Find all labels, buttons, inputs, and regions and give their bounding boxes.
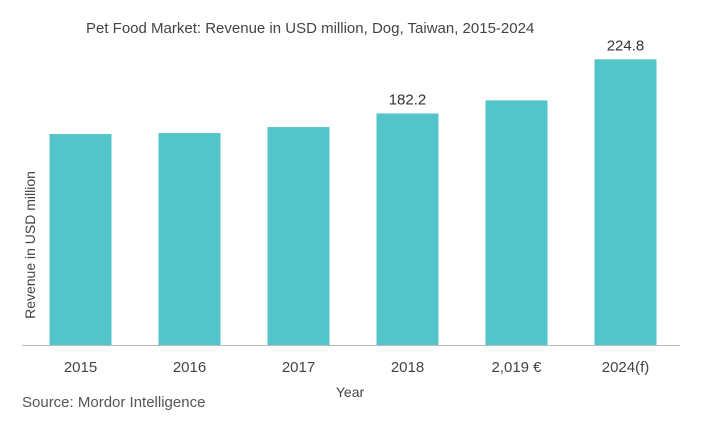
bar-2 [158, 133, 221, 345]
x-tick-label: 2016 [173, 359, 206, 376]
bar-1 [49, 134, 112, 345]
x-tick-label: 2018 [391, 359, 424, 376]
data-label: 224.8 [607, 37, 645, 54]
bar-3 [267, 127, 330, 345]
data-label: 182.2 [389, 91, 427, 108]
bar-5 [485, 100, 548, 345]
x-tick-label: 2024(f) [602, 359, 650, 376]
bar-4 [376, 113, 439, 346]
x-tick-label: 2015 [64, 359, 97, 376]
chart-title: Pet Food Market: Revenue in USD million,… [86, 20, 535, 37]
bar-6 [594, 59, 657, 346]
x-tick-label: 2017 [282, 359, 315, 376]
x-axis-label: Year [335, 384, 365, 400]
x-tick-label: 2,019 € [491, 359, 542, 376]
source-note: Source: Mordor Intelligence [22, 394, 206, 411]
